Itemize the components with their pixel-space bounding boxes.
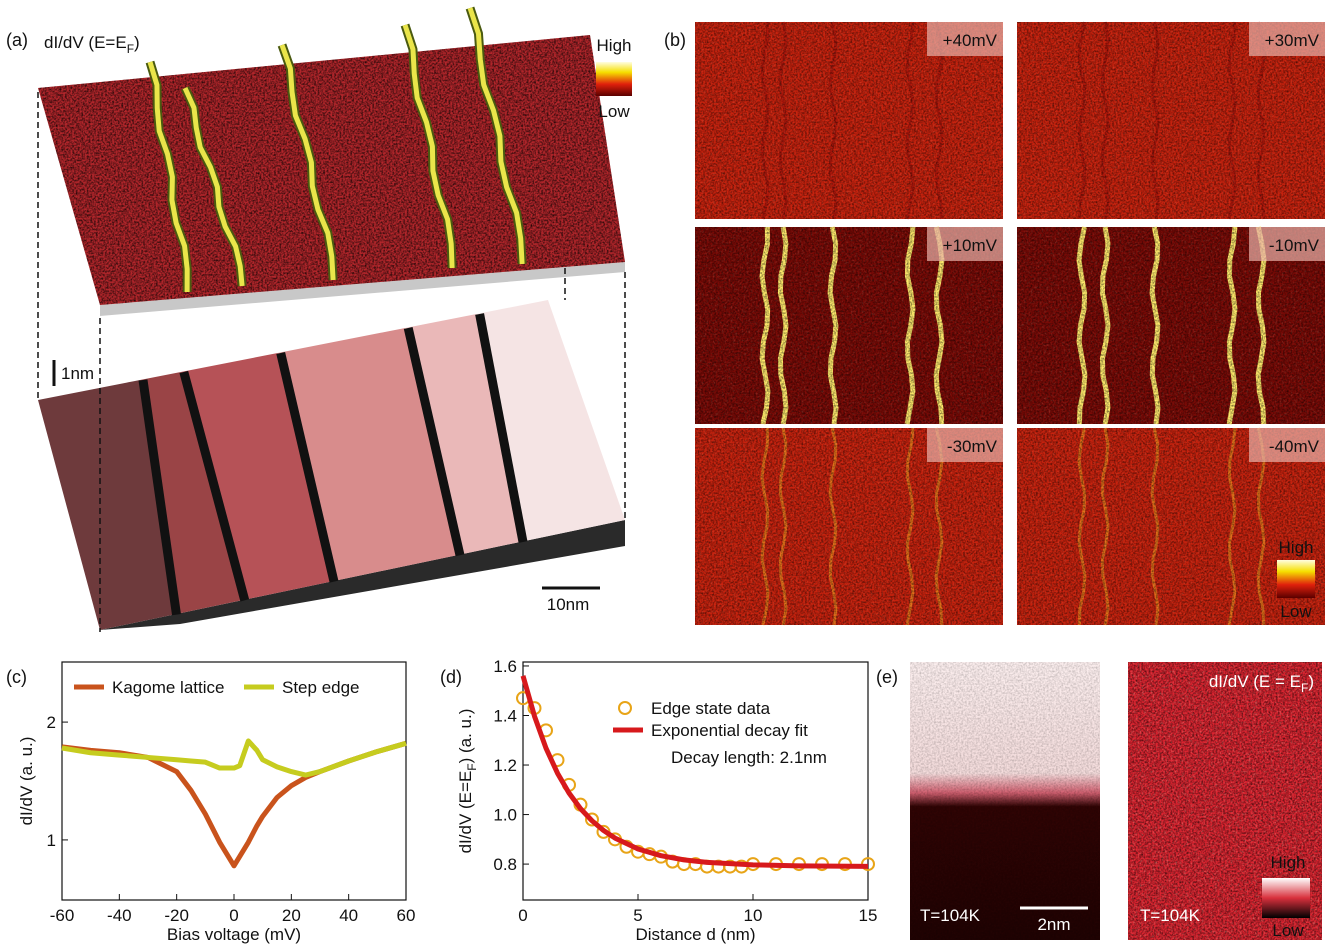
map-label: +30mV bbox=[1265, 31, 1320, 50]
y-axis-label: dI/dV (E=EF) (a. u.) bbox=[456, 709, 479, 854]
colorbar-high: High bbox=[597, 36, 632, 55]
label-box bbox=[927, 428, 1003, 462]
annotation: Decay length: 2.1nm bbox=[671, 748, 827, 767]
colorbar-high: High bbox=[1271, 853, 1306, 872]
panel-label: (d) bbox=[440, 667, 462, 687]
step-shadow bbox=[138, 379, 181, 616]
x-tick-label: 15 bbox=[859, 906, 878, 925]
map-title: dI/dV (E=EF) bbox=[44, 33, 140, 56]
data-point bbox=[585, 812, 599, 827]
map-label: +40mV bbox=[943, 31, 998, 50]
x-tick-label: -60 bbox=[50, 906, 75, 925]
x-axis-label: Distance d (nm) bbox=[636, 925, 756, 944]
map-label: +10mV bbox=[943, 236, 998, 255]
topography bbox=[38, 300, 625, 630]
height-scale: 1nm bbox=[61, 364, 94, 383]
x-tick-label: -40 bbox=[107, 906, 132, 925]
map-label: -10mV bbox=[1269, 236, 1320, 255]
y-tick-label: 1.0 bbox=[493, 806, 517, 825]
legend-symbol bbox=[618, 701, 632, 715]
image-texture bbox=[910, 662, 1100, 940]
colorbar-low: Low bbox=[1272, 921, 1304, 940]
series-line bbox=[61, 738, 407, 778]
ridge bbox=[147, 61, 190, 293]
x-tick-label: 0 bbox=[229, 906, 238, 925]
legend-label: Exponential decay fit bbox=[651, 721, 808, 740]
x-tick-label: 60 bbox=[397, 906, 416, 925]
map-label: -40mV bbox=[1269, 437, 1320, 456]
ridge bbox=[467, 7, 525, 265]
y-axis-label-part: ) (a. u.) bbox=[456, 709, 475, 764]
x-tick-label: 10 bbox=[744, 906, 763, 925]
x-tick-label: 0 bbox=[518, 906, 527, 925]
edge-ridges bbox=[145, 6, 527, 293]
ridge bbox=[182, 86, 245, 287]
map-title: dI/dV (E = EF) bbox=[1209, 672, 1314, 695]
y-axis-label-part: dI/dV (E=E bbox=[456, 771, 475, 854]
label-box bbox=[1249, 227, 1325, 261]
panel-label: (b) bbox=[664, 30, 686, 50]
panel-e: T=104K 2nm dI/dV (E = EF) High Low T=104… bbox=[910, 662, 1322, 940]
legend-label: Kagome lattice bbox=[112, 678, 224, 697]
colorbar bbox=[596, 62, 632, 96]
series-line bbox=[520, 675, 869, 869]
panel-b: +40mV +30mV +10mV -10mV -30mV -40mV High Low bbox=[695, 21, 1325, 626]
legend-label: Edge state data bbox=[651, 699, 771, 718]
ridge bbox=[279, 44, 336, 281]
label-box bbox=[1249, 428, 1325, 462]
length-scale: 10nm bbox=[547, 595, 590, 614]
step-shadow bbox=[276, 351, 339, 583]
x-axis-label: Bias voltage (mV) bbox=[167, 925, 301, 944]
x-tick-label: 20 bbox=[282, 906, 301, 925]
panel-label: (e) bbox=[876, 667, 898, 687]
y-axis-label-part: F bbox=[465, 763, 479, 770]
x-tick-label: -20 bbox=[164, 906, 189, 925]
charts: -60 -40 -20 0 20 40 60 1 2 Bias voltage (mV) dI/dV… bbox=[17, 657, 877, 944]
label-box bbox=[927, 227, 1003, 261]
colorbar-low: Low bbox=[1280, 602, 1312, 621]
label-box bbox=[927, 22, 1003, 56]
temperature: T=104K bbox=[920, 906, 981, 925]
surface-base bbox=[100, 262, 625, 316]
step-shadow bbox=[179, 370, 250, 602]
panel-a: dI/dV (E=EF) High Low 1nm 10nm bbox=[37, 6, 632, 632]
map-label: -30mV bbox=[947, 437, 998, 456]
colorbar-high: High bbox=[1279, 538, 1314, 557]
colorbar bbox=[1277, 560, 1315, 598]
terrace bbox=[38, 380, 174, 630]
colorbar-low: Low bbox=[598, 102, 630, 121]
y-tick-label: 0.8 bbox=[493, 855, 517, 874]
panel-label: (a) bbox=[6, 30, 28, 50]
step-shadow bbox=[475, 313, 528, 543]
ridge bbox=[402, 24, 455, 269]
terrace bbox=[405, 314, 520, 556]
label-box bbox=[1249, 22, 1325, 56]
panel-label: (c) bbox=[6, 667, 27, 687]
y-tick-label: 1.6 bbox=[493, 657, 517, 676]
colorbar bbox=[1262, 878, 1310, 918]
y-tick-label: 1 bbox=[47, 831, 56, 850]
scale-label: 2nm bbox=[1037, 915, 1070, 934]
y-tick-label: 1.4 bbox=[493, 706, 517, 725]
y-axis-label: dI/dV (a. u.) bbox=[17, 737, 36, 826]
legend-label: Step edge bbox=[282, 678, 360, 697]
step-shadow bbox=[403, 326, 465, 557]
x-tick-label: 40 bbox=[339, 906, 358, 925]
x-tick-label: 5 bbox=[633, 906, 642, 925]
temperature: T=104K bbox=[1140, 906, 1201, 925]
terrace bbox=[180, 353, 331, 601]
plot-frame bbox=[522, 661, 869, 901]
y-tick-label: 2 bbox=[47, 713, 56, 732]
guide-lines bbox=[37, 92, 626, 632]
y-tick-label: 1.2 bbox=[493, 756, 517, 775]
